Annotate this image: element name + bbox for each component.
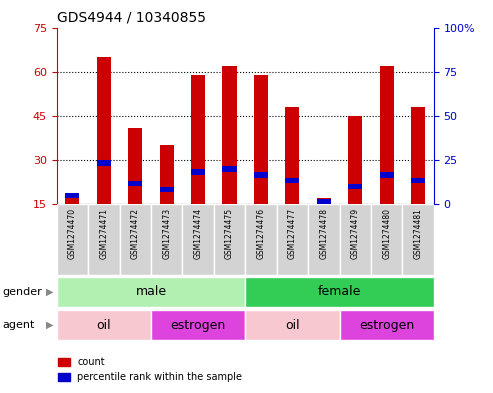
Bar [97,57,111,204]
Bar [317,199,331,204]
Text: GSM1274475: GSM1274475 [225,208,234,259]
FancyBboxPatch shape [340,310,434,340]
Text: estrogen: estrogen [359,319,414,332]
Bar [97,160,111,166]
FancyBboxPatch shape [308,204,340,275]
FancyBboxPatch shape [277,204,308,275]
Bar [285,178,299,184]
FancyBboxPatch shape [371,204,402,275]
FancyBboxPatch shape [57,204,88,275]
Text: GSM1274481: GSM1274481 [414,208,423,259]
Bar [380,66,394,204]
Bar [348,184,362,189]
Bar [254,75,268,204]
FancyBboxPatch shape [245,277,434,307]
FancyBboxPatch shape [88,204,119,275]
Bar [348,116,362,204]
Text: GSM1274474: GSM1274474 [194,208,203,259]
FancyBboxPatch shape [151,310,245,340]
FancyBboxPatch shape [119,204,151,275]
Bar [128,128,142,204]
Text: agent: agent [2,320,35,330]
Text: GSM1274479: GSM1274479 [351,208,360,259]
FancyBboxPatch shape [151,204,182,275]
Text: GSM1274471: GSM1274471 [99,208,108,259]
Bar [254,172,268,178]
Text: ▶: ▶ [46,287,53,297]
Text: estrogen: estrogen [171,319,226,332]
Bar [411,107,425,204]
Bar [66,193,79,198]
Bar [128,181,142,186]
FancyBboxPatch shape [214,204,245,275]
Text: GSM1274473: GSM1274473 [162,208,171,259]
Bar [222,66,237,204]
Text: male: male [136,285,167,298]
Text: ▶: ▶ [46,320,53,330]
Text: gender: gender [2,287,42,297]
Text: GSM1274480: GSM1274480 [382,208,391,259]
Bar [222,166,237,172]
Bar [380,172,394,178]
Text: oil: oil [97,319,111,332]
FancyBboxPatch shape [57,310,151,340]
Bar [317,198,331,204]
Bar [191,169,205,174]
Text: GSM1274478: GSM1274478 [319,208,328,259]
Bar [285,107,299,204]
Bar [191,75,205,204]
Text: GSM1274470: GSM1274470 [68,208,77,259]
Bar [66,193,79,204]
Text: oil: oil [285,319,300,332]
Text: female: female [318,285,361,298]
Bar [411,178,425,184]
Text: GSM1274476: GSM1274476 [256,208,266,259]
FancyBboxPatch shape [245,204,277,275]
Bar [160,187,174,192]
FancyBboxPatch shape [182,204,214,275]
FancyBboxPatch shape [245,310,340,340]
Text: GSM1274477: GSM1274477 [288,208,297,259]
FancyBboxPatch shape [57,277,245,307]
Bar [160,145,174,204]
FancyBboxPatch shape [340,204,371,275]
Text: GDS4944 / 10340855: GDS4944 / 10340855 [57,11,206,25]
FancyBboxPatch shape [402,204,434,275]
Legend: count, percentile rank within the sample: count, percentile rank within the sample [54,354,246,386]
Text: GSM1274472: GSM1274472 [131,208,140,259]
